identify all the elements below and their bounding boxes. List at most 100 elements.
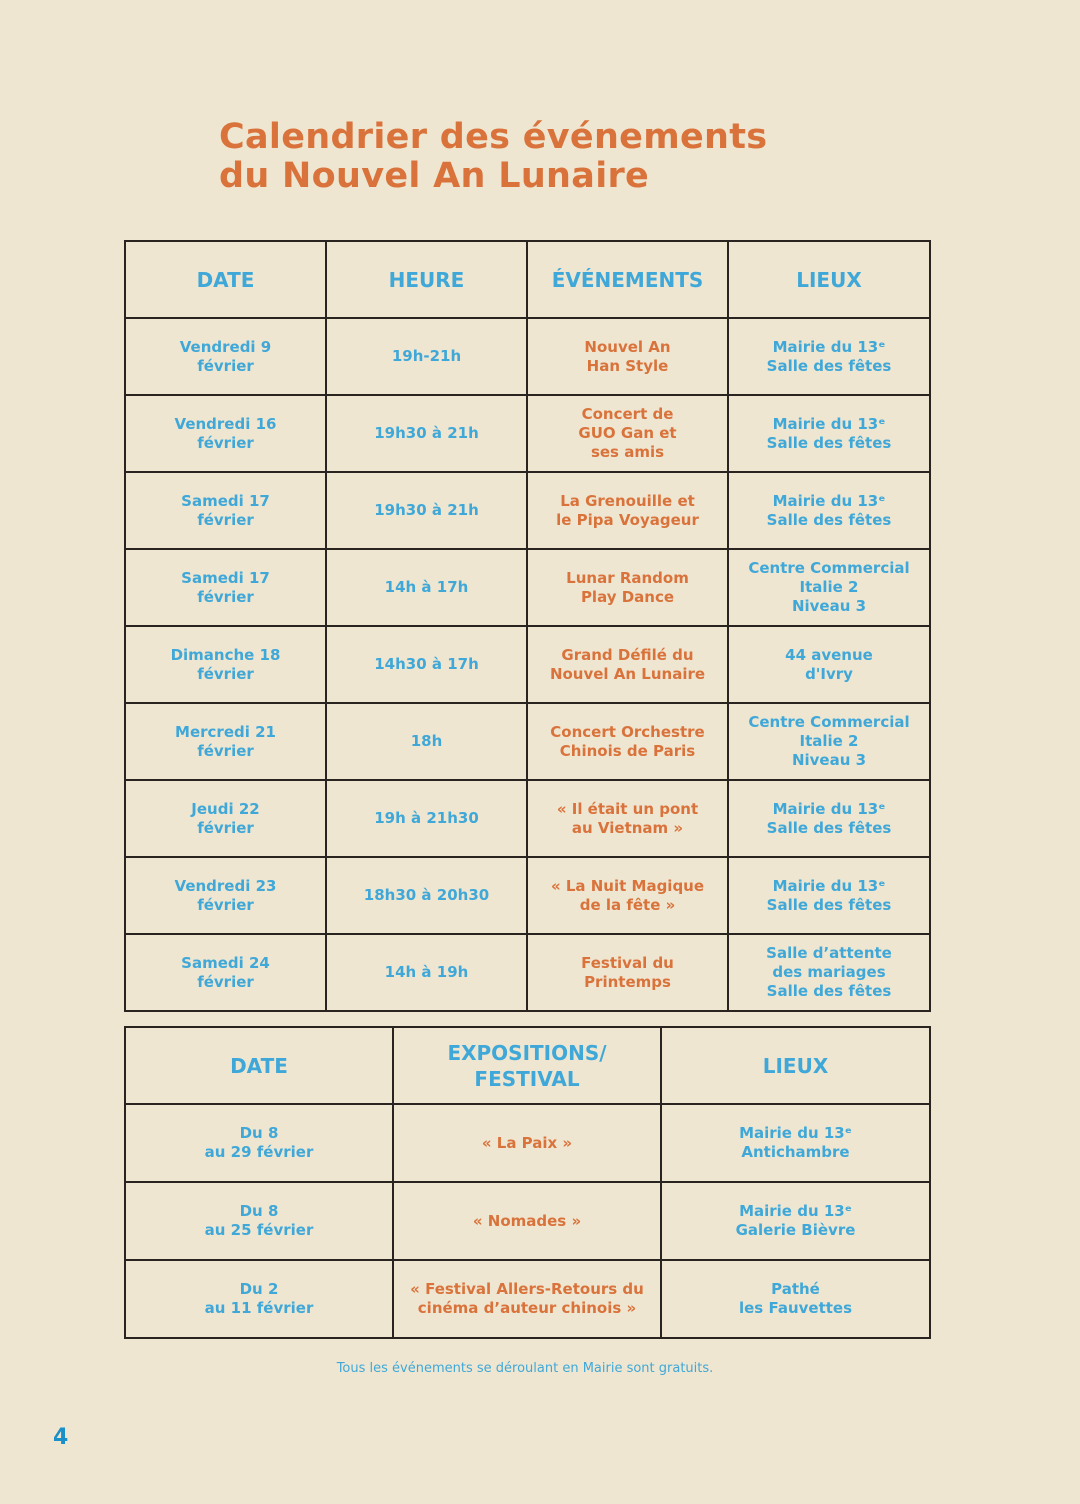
cell-line: Mairie du 13ᵉ (772, 337, 886, 356)
cell-line: La Grenouille et (560, 491, 695, 510)
place-cell: Mairie du 13ᵉ Salle des fêtes (727, 471, 931, 550)
cell-line: Vendredi 16 (174, 414, 277, 433)
event-cell: « Il était un pont au Vietnam » (526, 779, 729, 858)
cell-line: Du 8 (239, 1124, 279, 1142)
cell-line: au 29 février (204, 1143, 314, 1161)
cell-line: Niveau 3 (791, 751, 867, 769)
table-row: Samedi 17 février 19h30 à 21h La Grenouille… (124, 471, 931, 550)
cell-line: « La Nuit Magique (550, 876, 705, 895)
date-cell: Du 2 au 11 février (124, 1259, 394, 1339)
event-cell: Lunar Random Play Dance (526, 548, 729, 627)
event-cell: Grand Défilé du Nouvel An Lunaire (526, 625, 729, 704)
table-row: Mercredi 21 février 18h Concert Orchestre Ch… (124, 702, 931, 781)
place-cell: Mairie du 13ᵉ Salle des fêtes (727, 317, 931, 396)
column-header: DATE (124, 1026, 394, 1105)
cell-line: Printemps (584, 972, 671, 991)
date-cell: Vendredi 9 février (124, 317, 327, 396)
place-cell: Salle d’attente des mariages Salle des fêt… (727, 933, 931, 1012)
cell-line: EXPOSITIONS/ (447, 1040, 607, 1065)
place-cell: Pathé les Fauvettes (660, 1259, 931, 1339)
place-cell: Centre Commercial Italie 2 Niveau 3 (727, 702, 931, 781)
cell-line: Italie 2 (799, 578, 859, 596)
column-header: ÉVÉNEMENTS (526, 240, 729, 319)
time-cell: 18h30 à 20h30 (325, 856, 528, 935)
exhibitions-table-header: DATE EXPOSITIONS/FESTIVAL LIEUX (124, 1026, 931, 1105)
cell-line: Mairie du 13ᵉ (739, 1124, 852, 1142)
cell-line: Grand Défilé du (561, 645, 694, 664)
cell-line: GUO Gan et (578, 424, 677, 442)
event-cell: Concert de GUO Gan et ses amis (526, 394, 729, 473)
column-header: LIEUX (727, 240, 931, 319)
cell-line: Play Dance (580, 587, 675, 606)
cell-line: les Fauvettes (738, 1299, 853, 1317)
column-header: HEURE (325, 240, 528, 319)
cell-line: Mercredi 21 (175, 722, 276, 741)
cell-line: Vendredi 9 (179, 337, 272, 356)
cell-line: Han Style (586, 356, 669, 375)
place-cell: 44 avenue d'Ivry (727, 625, 931, 704)
cell-line: Festival du (581, 953, 674, 972)
page-number: 4 (53, 1425, 69, 1450)
time-cell: 14h30 à 17h (325, 625, 528, 704)
cell-line: Du 8 (239, 1202, 279, 1220)
cell-line: février (197, 895, 254, 914)
cell-line: février (197, 664, 254, 683)
event-cell: Nouvel An Han Style (526, 317, 729, 396)
cell-line: au 25 février (204, 1221, 314, 1239)
cell-line: Jeudi 22 (191, 799, 260, 818)
time-cell: 14h à 19h (325, 933, 528, 1012)
table-row: Vendredi 23 février 18h30 à 20h30 « La Nuit… (124, 856, 931, 935)
place-cell: Mairie du 13ᵉ Salle des fêtes (727, 394, 931, 473)
cell-line: Italie 2 (799, 732, 859, 750)
table-row: Vendredi 9 février 19h-21h Nouvel An Han Sty… (124, 317, 931, 396)
table-row: Samedi 24 février 14h à 19h Festival du Prin… (124, 933, 931, 1012)
title-line-1: Calendrier des événements (219, 117, 768, 157)
cell-line: février (197, 741, 254, 760)
cell-line: février (197, 433, 254, 452)
cell-line: février (197, 356, 254, 375)
cell-line: Pathé (771, 1280, 820, 1298)
table-row: Dimanche 18 février 14h30 à 17h Grand Défil… (124, 625, 931, 704)
cell-line: Salle des fêtes (766, 895, 892, 914)
column-header: LIEUX (660, 1026, 931, 1105)
cell-line: Niveau 3 (791, 597, 867, 615)
cell-line: le Pipa Voyageur (556, 510, 699, 529)
events-table-header: DATE HEURE ÉVÉNEMENTS LIEUX (124, 240, 931, 319)
time-cell: 19h30 à 21h (325, 471, 528, 550)
cell-line: au 11 février (204, 1299, 314, 1317)
cell-line: Mairie du 13ᵉ (772, 876, 886, 895)
cell-line: Samedi 17 (181, 568, 270, 587)
event-cell: Concert Orchestre Chinois de Paris (526, 702, 729, 781)
cell-line: Mairie du 13ᵉ (739, 1202, 852, 1220)
cell-line: Mairie du 13ᵉ (772, 414, 886, 433)
event-cell: La Grenouille et le Pipa Voyageur (526, 471, 729, 550)
date-cell: Samedi 17 février (124, 471, 327, 550)
place-cell: Mairie du 13ᵉ Antichambre (660, 1103, 931, 1183)
cell-line: Du 2 (239, 1280, 279, 1298)
column-header: EXPOSITIONS/FESTIVAL (392, 1026, 662, 1105)
cell-line: février (197, 587, 254, 606)
cell-line: Vendredi 23 (174, 876, 277, 895)
table-row: Du 8 au 25 février « Nomades » Mairie du 13… (124, 1181, 931, 1261)
cell-line: février (197, 972, 254, 991)
cell-line: Nouvel An Lunaire (549, 664, 706, 683)
cell-line: Salle d’attente (766, 944, 892, 962)
cell-line: Salle des fêtes (766, 356, 892, 375)
date-cell: Vendredi 23 février (124, 856, 327, 935)
cell-line: 44 avenue (785, 645, 873, 664)
table-row: Jeudi 22 février 19h à 21h30 « Il était un … (124, 779, 931, 858)
cell-line: février (197, 510, 254, 529)
exhibitions-table: DATE EXPOSITIONS/FESTIVAL LIEUX Du 8 au 29 … (124, 1026, 931, 1339)
table-row: Vendredi 16 février 19h30 à 21h Concert de G… (124, 394, 931, 473)
cell-line: « La Paix » (481, 1133, 573, 1152)
cell-line: ses amis (590, 443, 665, 461)
place-cell: Mairie du 13ᵉ Galerie Bièvre (660, 1181, 931, 1261)
cell-line: « Festival Allers-Retours du (410, 1280, 644, 1298)
cell-line: Salle des fêtes (766, 510, 892, 529)
date-cell: Mercredi 21 février (124, 702, 327, 781)
title-line-2: du Nouvel An Lunaire (219, 156, 650, 196)
page-title: Calendrier des événements du Nouvel An L… (219, 118, 767, 196)
cell-line: au Vietnam » (571, 818, 684, 837)
cell-line: Centre Commercial (748, 713, 910, 731)
table-row: Du 8 au 29 février « La Paix » Mairie du 13… (124, 1103, 931, 1183)
